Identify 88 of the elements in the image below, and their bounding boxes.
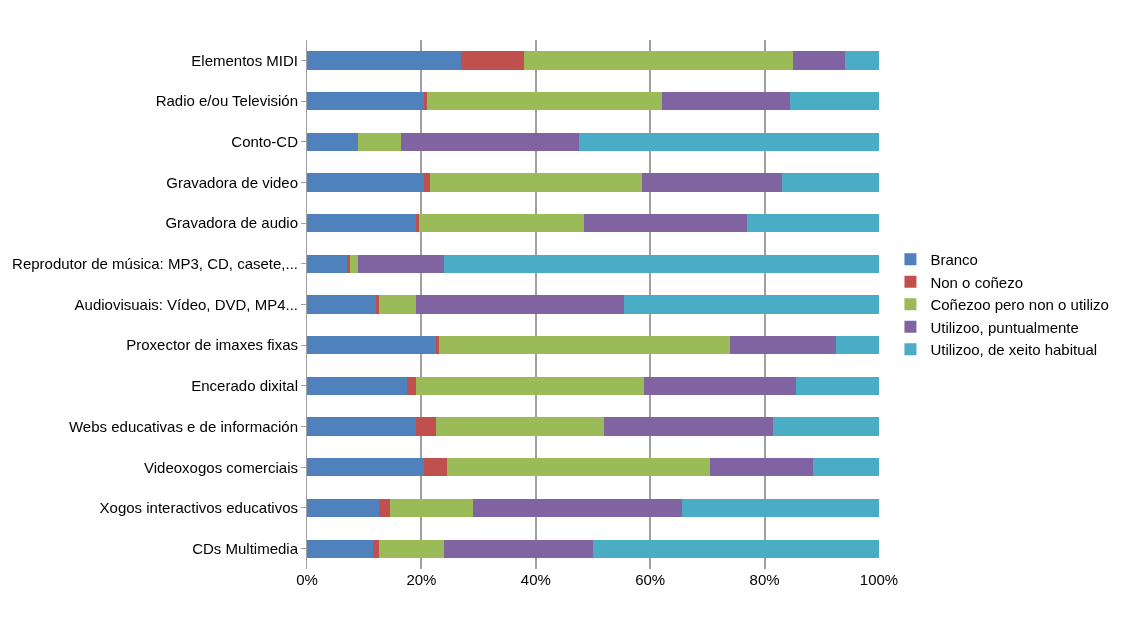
y-tick-label: Gravadora de video [166,173,298,191]
x-tick-label: 80% [749,571,780,588]
bar [747,213,879,233]
bar [307,51,462,70]
bar [813,458,879,477]
y-tick-label: CDs Multimedia [192,539,299,557]
bar [307,295,376,314]
bar [307,539,373,558]
bar [584,213,748,233]
legend-label: Utilizoo, puntualmente [930,318,1079,336]
y-tick-label: Webs educativas e de información [68,417,298,435]
bar [624,295,879,314]
x-tick-label: 40% [520,571,551,588]
bar [524,51,794,70]
y-tick-label: Radio e/ou Televisión [155,92,298,110]
bar [307,458,425,477]
bar [347,254,350,273]
bar [307,254,348,273]
x-tick-label: 100% [859,571,899,588]
bar [424,91,428,111]
bar [415,376,645,396]
bar [427,91,662,111]
bar [307,173,425,192]
bar [793,51,845,70]
y-tick-label: Elementos MIDI [191,51,298,69]
bar [307,498,379,518]
bar [444,254,879,273]
bar [435,417,605,436]
y-tick-label: Reprodutor de música: MP3, CD, casete,... [12,255,298,273]
legend-label: Non o coñezo [930,273,1024,291]
bar [438,336,731,355]
bar [604,417,774,436]
bar [641,173,782,192]
y-tick-label: Gravadora de audio [165,214,298,232]
bar [307,132,359,151]
bar [461,51,525,70]
y-tick-label: Encerado dixital [191,377,298,395]
bar [307,91,425,111]
bar [472,498,682,518]
bar [418,213,585,233]
bar [435,336,439,355]
bar [415,213,419,233]
bar [415,417,436,436]
legend-label: Utilizoo, de xeito habitual [930,341,1098,359]
bar [407,376,416,396]
bar [307,376,408,396]
bar [444,539,593,558]
bar [307,336,436,355]
bar [415,295,625,314]
bar [307,417,416,436]
bar [358,254,445,273]
bar [424,458,448,477]
bar [710,458,814,477]
x-tick-label: 60% [635,571,666,588]
bar [578,132,879,151]
legend-label: Branco [930,251,978,269]
legend-label: Coñezoo pero non o utilizo [930,296,1109,314]
bar [447,458,711,477]
bar [781,173,879,192]
y-tick-label: Conto-CD [231,132,299,150]
bar [593,539,879,558]
bar [375,295,379,314]
bar [844,51,879,70]
y-tick-label: Videoxogos comerciais [144,458,298,476]
bar [401,132,579,151]
bar [389,498,473,518]
bar [796,376,879,396]
bar [661,91,791,111]
bar [681,498,879,518]
y-tick-label: Audiovisuais: Vídeo, DVD, MP4... [74,295,298,313]
bar [378,498,390,518]
y-tick-label: Xogos interactivos educativos [99,499,298,517]
bar [349,254,359,273]
bar [790,91,879,111]
bar [378,295,416,314]
bar [773,417,879,436]
bar [424,173,430,192]
bar [644,376,797,396]
bar [730,336,837,355]
bar [378,539,445,558]
x-tick-label: 20% [406,571,437,588]
bar [836,336,879,355]
bar [358,132,402,151]
bar [372,539,379,558]
bar [429,173,642,192]
y-tick-label: Proxector de imaxes fixas [126,336,298,354]
x-tick-label: 0% [296,571,318,588]
bar [307,213,416,233]
